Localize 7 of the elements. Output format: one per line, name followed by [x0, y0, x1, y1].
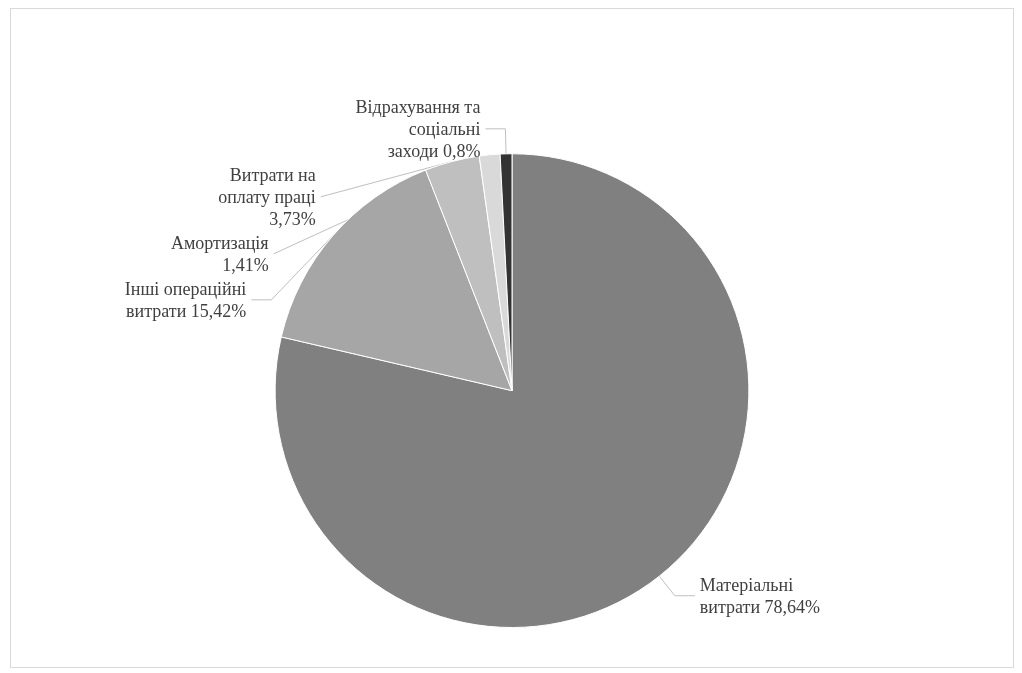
slice-label: Інші операційні витрати 15,42%	[124, 278, 247, 321]
data-label: 3,73%	[269, 208, 316, 229]
slice-label: Матеріальні витрати 78,64%	[699, 574, 821, 617]
slice-label: Витрати на оплату праці	[218, 164, 316, 207]
slice-label: Амортизація	[170, 232, 269, 253]
slice-label: Відрахування та соціальні заходи 0,8%	[355, 96, 481, 161]
data-label: 1,41%	[222, 254, 269, 275]
